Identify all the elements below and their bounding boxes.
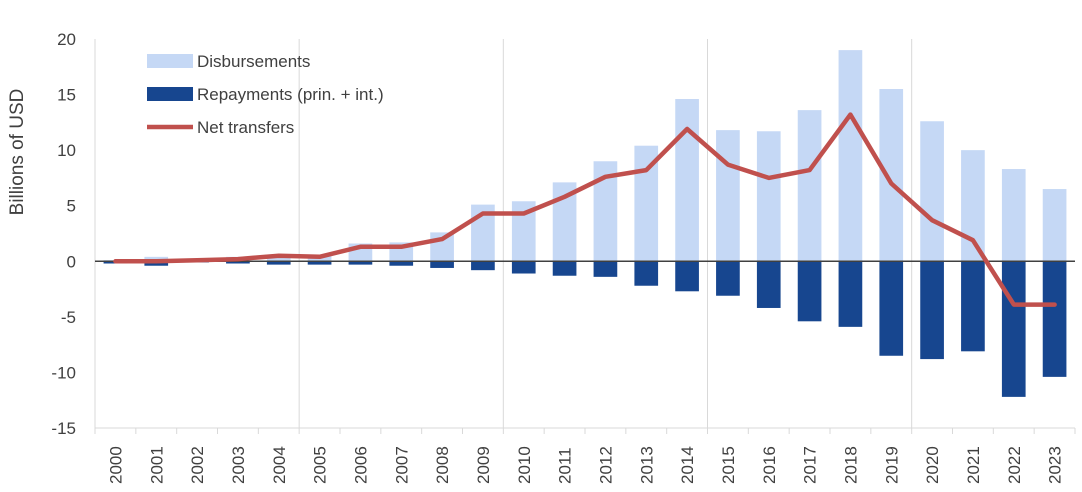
y-tick-label: 0 xyxy=(67,252,76,271)
grid-layer xyxy=(94,39,1076,434)
x-tick-label: 2003 xyxy=(229,446,248,484)
disbursement-bar-2023 xyxy=(1042,189,1067,262)
line-layer xyxy=(113,112,1057,307)
y-tick-label: -5 xyxy=(61,308,76,327)
disbursement-bar-2021 xyxy=(961,150,985,262)
x-tick-label: 2018 xyxy=(841,446,860,484)
x-tick-label: 2012 xyxy=(596,446,615,484)
x-tick-label: 2006 xyxy=(351,446,370,484)
disbursement-bar-2010 xyxy=(511,201,536,262)
x-tick-label: 2010 xyxy=(515,446,534,484)
repayment-bar-2022 xyxy=(1001,261,1026,397)
x-tick-label: 2016 xyxy=(760,446,779,484)
repayment-bar-2003 xyxy=(226,261,250,264)
x-axis-ticks: 2000 2001 2002 2003 2004 2005 2006 2007 2008 2009… xyxy=(106,446,1064,484)
y-tick-label: 5 xyxy=(67,197,76,216)
repayment-bar-2020 xyxy=(920,261,944,360)
x-tick-label: 2007 xyxy=(392,446,411,484)
y-tick-label: 20 xyxy=(57,30,76,49)
disbursement-bar-2012 xyxy=(593,161,618,262)
legend-swatch-repayments xyxy=(147,87,193,101)
repayment-bar-2013 xyxy=(634,261,659,286)
bars-layer xyxy=(103,50,1067,397)
disbursement-bar-2016 xyxy=(756,131,781,262)
repayment-bar-2015 xyxy=(716,261,740,296)
x-tick-label: 2011 xyxy=(556,447,575,484)
y-axis-label: Billions of USD xyxy=(7,89,28,216)
disbursement-bar-2015 xyxy=(716,130,740,262)
y-tick-label: -15 xyxy=(51,419,76,438)
x-tick-label: 2002 xyxy=(188,446,207,484)
legend: Disbursements Repayments (prin. + int.) … xyxy=(147,52,384,137)
repayment-bar-2004 xyxy=(266,261,291,265)
disbursement-bar-2018 xyxy=(838,50,863,262)
x-tick-label: 2015 xyxy=(719,446,738,484)
repayment-bar-2023 xyxy=(1042,261,1067,377)
repayment-bar-2009 xyxy=(471,261,495,271)
y-tick-label: 15 xyxy=(57,86,76,105)
repayment-bar-2021 xyxy=(961,261,985,352)
disbursement-bar-2022 xyxy=(1001,169,1026,262)
disbursement-bar-2017 xyxy=(797,110,822,262)
repayment-bar-2011 xyxy=(552,261,577,276)
repayment-bar-2017 xyxy=(797,261,822,322)
x-tick-label: 2008 xyxy=(433,446,452,484)
x-tick-label: 2020 xyxy=(923,446,942,484)
x-tick-label: 2004 xyxy=(270,446,289,484)
legend-swatch-disbursements xyxy=(147,54,193,68)
repayment-bar-2019 xyxy=(879,261,904,356)
x-tick-label: 2019 xyxy=(882,446,901,484)
repayment-bar-2006 xyxy=(348,261,373,265)
disbursement-bar-2013 xyxy=(634,145,659,262)
x-tick-label: 2021 xyxy=(964,446,983,484)
legend-label-repayments: Repayments (prin. + int.) xyxy=(197,85,384,104)
disbursement-bar-2011 xyxy=(552,182,577,262)
repayment-bar-2005 xyxy=(307,261,332,265)
x-tick-label: 2001 xyxy=(147,446,166,484)
repayment-bar-2007 xyxy=(389,261,414,266)
disbursement-bar-2020 xyxy=(920,121,944,262)
x-tick-label: 2013 xyxy=(637,446,656,484)
repayment-bar-2010 xyxy=(511,261,536,274)
x-tick-label: 2005 xyxy=(311,446,330,484)
y-axis-ticks: -15 -10 -5 0 5 10 15 20 xyxy=(51,30,76,438)
x-tick-label: 2000 xyxy=(106,446,125,484)
disbursement-bar-2014 xyxy=(675,99,699,262)
x-tick-label: 2023 xyxy=(1046,446,1065,484)
y-tick-label: 10 xyxy=(57,141,76,160)
x-tick-label: 2014 xyxy=(678,446,697,484)
repayment-bar-2016 xyxy=(756,261,781,308)
repayment-bar-2018 xyxy=(838,261,863,327)
repayment-bar-2012 xyxy=(593,261,618,277)
legend-label-disbursements: Disbursements xyxy=(197,52,310,71)
x-tick-label: 2009 xyxy=(474,446,493,484)
x-tick-label: 2017 xyxy=(801,446,820,484)
disbursement-bar-2019 xyxy=(879,89,904,262)
repayment-bar-2014 xyxy=(675,261,699,292)
repayment-bar-2008 xyxy=(430,261,454,268)
x-tick-label: 2022 xyxy=(1005,446,1024,484)
legend-label-net-transfers: Net transfers xyxy=(197,118,294,137)
net-transfers-line xyxy=(113,112,1057,307)
y-tick-label: -10 xyxy=(51,363,76,382)
